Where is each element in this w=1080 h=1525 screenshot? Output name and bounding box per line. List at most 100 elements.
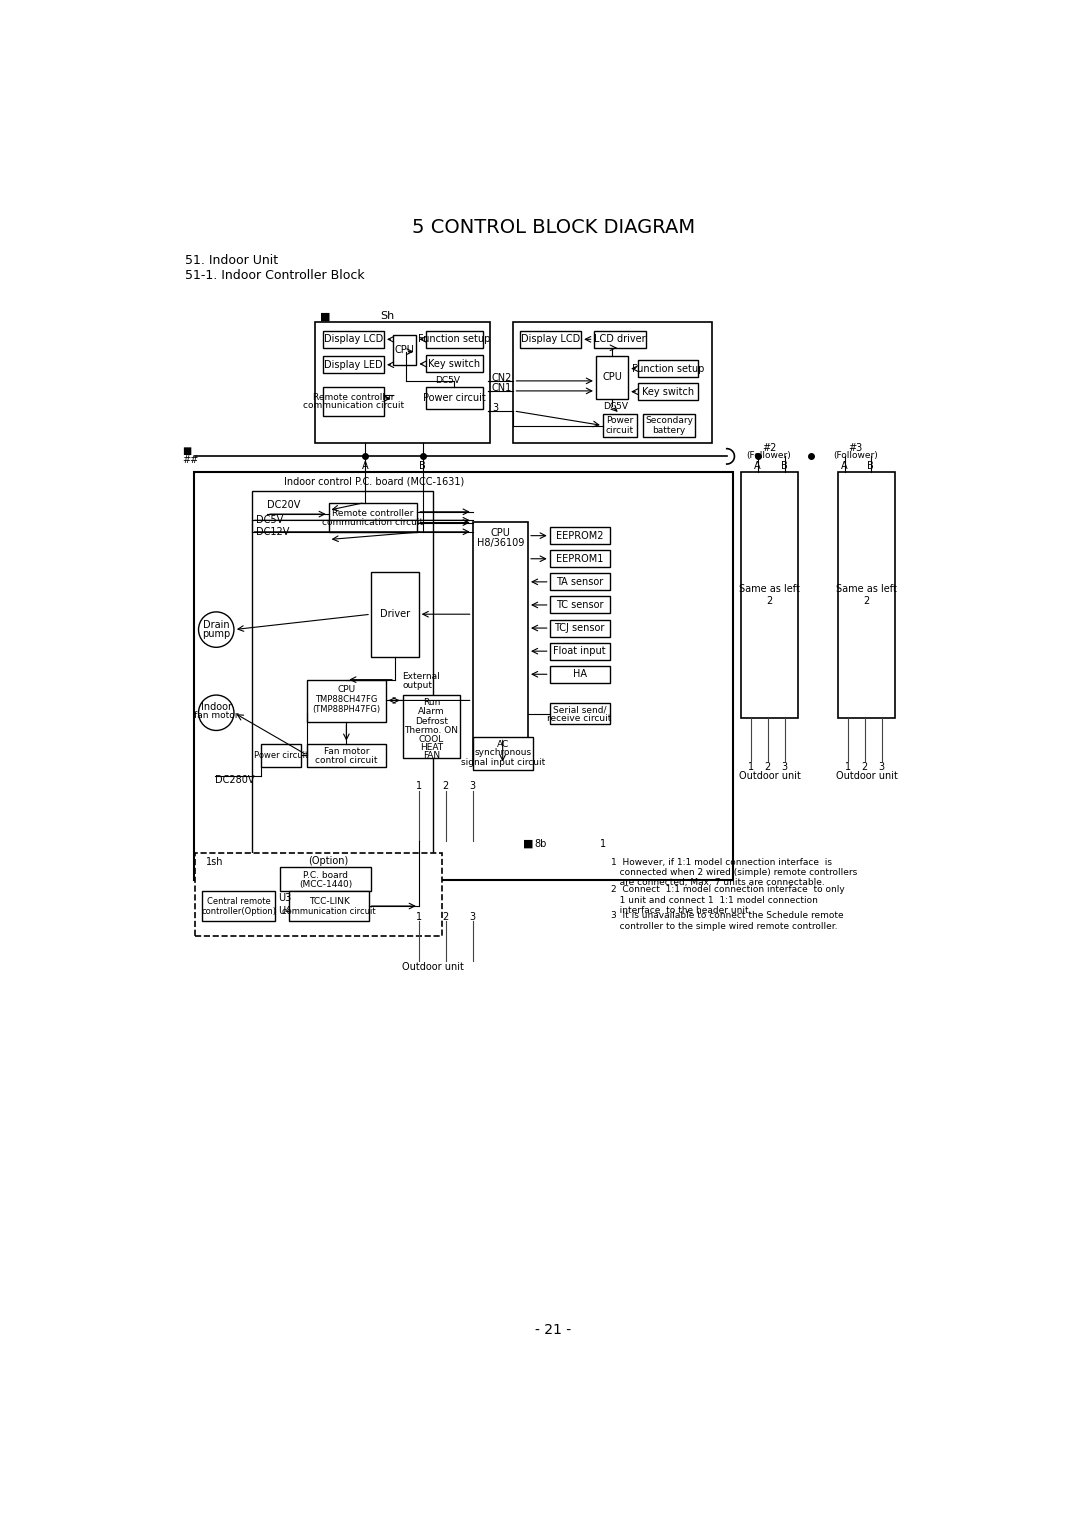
Text: Outdoor unit: Outdoor unit xyxy=(836,772,897,781)
Text: U4: U4 xyxy=(278,906,292,917)
Text: LCD driver: LCD driver xyxy=(594,334,646,345)
Text: pump: pump xyxy=(202,630,230,639)
Text: Indoor: Indoor xyxy=(201,703,232,712)
Bar xyxy=(194,471,733,880)
Text: H8/36109: H8/36109 xyxy=(476,538,524,547)
Text: Display LCD: Display LCD xyxy=(521,334,580,345)
Text: Power circuit: Power circuit xyxy=(254,750,308,759)
Text: (Follower): (Follower) xyxy=(746,451,792,461)
Bar xyxy=(519,331,581,348)
Text: CPU: CPU xyxy=(337,685,355,694)
Text: 3: 3 xyxy=(782,761,787,772)
Text: 1: 1 xyxy=(747,761,754,772)
Text: 1: 1 xyxy=(416,781,422,791)
Text: 8b: 8b xyxy=(535,839,546,848)
Text: Outdoor unit: Outdoor unit xyxy=(402,962,463,971)
Text: Defrost: Defrost xyxy=(415,717,448,726)
Text: 3: 3 xyxy=(878,761,885,772)
Circle shape xyxy=(199,695,234,730)
Text: ■: ■ xyxy=(320,311,330,322)
Text: 1: 1 xyxy=(416,912,422,921)
Bar xyxy=(550,528,610,544)
Text: Outdoor unit: Outdoor unit xyxy=(739,772,800,781)
Text: External: External xyxy=(403,673,441,682)
Text: ■: ■ xyxy=(183,445,191,456)
Text: 3: 3 xyxy=(491,403,498,413)
Text: 51-1. Indoor Controller Block: 51-1. Indoor Controller Block xyxy=(186,268,365,282)
Text: receive circuit: receive circuit xyxy=(548,714,612,723)
Text: 5 CONTROL BLOCK DIAGRAM: 5 CONTROL BLOCK DIAGRAM xyxy=(411,218,696,238)
Bar xyxy=(252,491,433,868)
Text: Same as left: Same as left xyxy=(836,584,897,593)
Text: Drain: Drain xyxy=(203,621,230,630)
Text: B: B xyxy=(781,461,788,471)
Text: 1  However, if 1:1 model connection interface  is
   connected when 2 wired (sim: 1 However, if 1:1 model connection inter… xyxy=(611,857,858,888)
Bar xyxy=(473,738,532,770)
Text: CPU: CPU xyxy=(602,372,622,383)
Text: 2: 2 xyxy=(862,761,867,772)
Text: CPU: CPU xyxy=(490,528,511,538)
Bar xyxy=(550,703,610,724)
Text: 1sh: 1sh xyxy=(205,857,222,868)
Bar xyxy=(280,866,372,892)
Text: (TMP88PH47FG): (TMP88PH47FG) xyxy=(312,705,380,714)
Text: DC5V: DC5V xyxy=(603,401,627,410)
Text: Function setup: Function setup xyxy=(632,363,704,374)
Bar xyxy=(550,573,610,590)
Text: Power
circuit: Power circuit xyxy=(606,416,634,435)
Text: ■: ■ xyxy=(523,839,534,848)
Text: #3: #3 xyxy=(848,442,863,453)
Text: Display LCD: Display LCD xyxy=(324,334,383,345)
Text: TMP88CH47FG: TMP88CH47FG xyxy=(315,695,378,705)
Text: synchronous: synchronous xyxy=(474,749,531,758)
Text: P.C. board: P.C. board xyxy=(303,871,348,880)
Text: U3: U3 xyxy=(278,894,292,903)
Text: 3  It is unavailable to connect the Schedule remote
   controller to the simple : 3 It is unavailable to connect the Sched… xyxy=(611,912,843,930)
Text: Indoor control P.C. board (MCC-1631): Indoor control P.C. board (MCC-1631) xyxy=(284,477,464,486)
Text: HEAT: HEAT xyxy=(420,743,443,752)
Text: signal input circuit: signal input circuit xyxy=(460,758,544,767)
Bar xyxy=(393,336,417,364)
Text: (Option): (Option) xyxy=(309,856,349,866)
Text: Float input: Float input xyxy=(553,647,606,656)
Text: 3: 3 xyxy=(470,912,475,921)
Text: 2: 2 xyxy=(765,761,771,772)
Bar xyxy=(307,680,386,721)
Bar xyxy=(323,387,384,416)
Bar xyxy=(202,892,274,921)
Text: fan motor: fan motor xyxy=(194,711,239,720)
Text: controller(Option): controller(Option) xyxy=(201,907,276,917)
Text: FAN: FAN xyxy=(423,752,440,761)
Bar xyxy=(838,471,894,718)
Text: COOL: COOL xyxy=(419,735,444,744)
Bar xyxy=(473,522,528,764)
Bar xyxy=(289,892,368,921)
Text: Function setup: Function setup xyxy=(418,334,490,345)
Text: Alarm: Alarm xyxy=(418,708,445,717)
Text: Display LED: Display LED xyxy=(324,360,382,369)
Bar xyxy=(195,852,442,936)
Bar xyxy=(323,331,384,348)
Bar xyxy=(638,360,699,377)
Text: Thermo. ON: Thermo. ON xyxy=(404,726,458,735)
Text: 2: 2 xyxy=(767,596,772,605)
Bar xyxy=(550,619,610,636)
Bar xyxy=(513,322,712,444)
Text: Key switch: Key switch xyxy=(643,387,694,397)
Circle shape xyxy=(199,612,234,647)
Bar xyxy=(403,695,460,758)
Bar xyxy=(550,551,610,567)
Text: CPU: CPU xyxy=(395,345,415,355)
Text: Remote controller: Remote controller xyxy=(312,392,394,401)
Bar xyxy=(550,666,610,683)
Text: B: B xyxy=(419,461,426,471)
Bar xyxy=(638,383,699,400)
Text: A: A xyxy=(841,461,848,471)
Text: Fan motor: Fan motor xyxy=(324,747,369,756)
Text: communication circuit: communication circuit xyxy=(322,518,423,528)
Text: 1: 1 xyxy=(599,839,606,848)
Text: EEPROM1: EEPROM1 xyxy=(556,554,604,564)
Text: DC5V: DC5V xyxy=(435,375,460,384)
Text: Same as left: Same as left xyxy=(739,584,800,593)
Text: CN1: CN1 xyxy=(491,383,512,393)
